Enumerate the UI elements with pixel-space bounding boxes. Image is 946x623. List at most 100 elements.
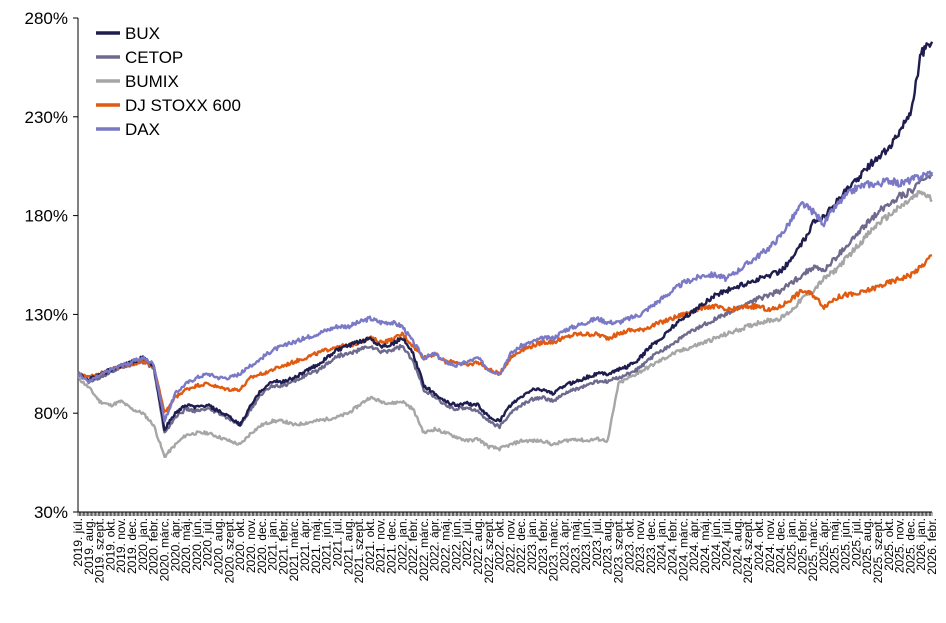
x-tick-label: 2019. nov. [114,518,128,573]
x-tick-label: 2019. szept. [93,518,107,583]
x-tick-label: 2024. márc. [676,518,690,581]
x-tick-label: 2022. febr. [406,518,420,575]
x-tick-label: 2021. ápr. [298,518,312,571]
x-tick-label: 2023. ápr. [557,518,571,571]
x-tick-label: 2025. márc. [806,518,820,581]
x-tick-label: 2022. okt. [493,518,507,571]
x-tick-label: 2020. máj. [179,518,193,574]
y-tick-label: 230% [25,108,68,127]
x-tick-label: 2021. márc. [287,518,301,581]
x-tick-label: 2021. szept. [352,518,366,583]
x-tick-label: 2020. jún. [190,518,204,571]
x-tick-label: 2024. dec. [774,518,788,574]
x-tick-label: 2025. okt. [882,518,896,571]
x-tick-label: 2022. jan. [395,518,409,571]
legend-label: CETOP [125,48,183,67]
series-line-bumix [77,189,933,458]
x-tick-label: 2024. ápr. [687,518,701,571]
x-tick-label: 2024. okt. [752,518,766,571]
x-tick-label: 2024. jún. [709,518,723,571]
x-tick-label: 2021. okt. [363,518,377,571]
x-tick-label: 2024. nov. [763,518,777,573]
x-tick-label: 2022. máj. [439,518,453,574]
x-tick-label: 2023. márc. [547,518,561,581]
x-tick-label: 2025. jún. [839,518,853,571]
x-tick-label: 2021. febr. [276,518,290,575]
x-tick-label: 2025. szept. [871,518,885,583]
axes [77,18,932,513]
x-tick-label: 2020. okt. [233,518,247,571]
x-tick-label: 2025. febr. [795,518,809,575]
x-tick-label: 2019. dec. [125,518,139,574]
x-tick-label: 2025. jan. [784,518,798,571]
x-tick-label: 2022. nov. [503,518,517,573]
x-tick-label: 2022. márc. [417,518,431,581]
x-tick-label: 2022. dec. [514,518,528,574]
x-tick-label: 2020. dec. [255,518,269,574]
y-tick-label: 80% [34,404,68,423]
x-tick-label: 2024. febr. [666,518,680,575]
y-tick-label: 30% [34,503,68,522]
x-tick-label: 2021. aug. [341,518,355,575]
x-tick-label: 2021. jún. [320,518,334,571]
legend-label: DAX [125,120,160,139]
series-line-dj-stoxx-600 [77,253,933,413]
x-tick-label: 2019. aug. [82,518,96,575]
x-tick-label: 2025. dec. [903,518,917,574]
legend-label: BUX [125,24,160,43]
x-tick-label: 2021. jan. [266,518,280,571]
x-tick-label: 2020. ápr. [168,518,182,571]
x-tick-label: 2023. aug. [601,518,615,575]
legend: BUX CETOP BUMIX DJ STOXX 600 DAX [96,24,241,139]
x-tick-label: 2024. máj. [698,518,712,574]
x-tick-label: 2023. szept. [612,518,626,583]
x-tick-label: 2020. febr. [147,518,161,575]
series-line-cetop [77,172,934,434]
x-tick-label: 2023. jún. [579,518,593,571]
x-tick-label: 2021. dec. [384,518,398,574]
x-tick-label: 2019. okt. [103,518,117,571]
x-tick-label: 2022. aug. [471,518,485,575]
legend-label: DJ STOXX 600 [125,96,241,115]
x-tick-label: 2020. aug. [212,518,226,575]
x-tick-label: 2026. febr. [925,518,939,575]
x-tick-label: 2025. máj. [828,518,842,574]
y-tick-label: 280% [25,9,68,28]
x-tick-label: 2023. jan. [525,518,539,571]
x-tick-label: 2022. ápr. [428,518,442,571]
series-line-bux [77,41,934,432]
series-line-dax [77,170,934,423]
x-tick-label: 2020. márc. [157,518,171,581]
x-tick-label: 2021. nov. [374,518,388,573]
x-tick-label: 2020. júl. [201,518,215,567]
x-tick-label: 2026. jan. [914,518,928,571]
x-tick-label: 2025. nov. [893,518,907,573]
x-tick-label: 2020. jan. [136,518,150,571]
x-tick-label: 2021. júl. [330,518,344,567]
x-tick-label: 2019. júl. [71,518,85,567]
legend-label: BUMIX [125,72,179,91]
x-axis-ticks: 2019. júl.2019. aug.2019. szept.2019. ok… [71,512,939,583]
x-tick-label: 2023. júl. [590,518,604,567]
x-tick-label: 2023. okt. [622,518,636,571]
x-tick-label: 2022. jún. [449,518,463,571]
x-tick-label: 2024. júl. [720,518,734,567]
x-tick-label: 2025. ápr. [817,518,831,571]
x-tick-label: 2023. máj. [568,518,582,574]
x-tick-label: 2025. aug. [860,518,874,575]
x-tick-label: 2020. nov. [244,518,258,573]
series-lines [77,41,934,458]
x-tick-label: 2023. nov. [633,518,647,573]
y-tick-label: 130% [25,305,68,324]
x-tick-label: 2022. júl. [460,518,474,567]
x-tick-label: 2025. júl. [849,518,863,567]
y-axis-ticks: 30% 80% 130% 180% 230% 280% [25,9,78,522]
x-tick-label: 2024. aug. [730,518,744,575]
x-tick-label: 2021. máj. [309,518,323,574]
x-tick-label: 2024. szept. [741,518,755,583]
x-tick-label: 2023. febr. [536,518,550,575]
x-tick-label: 2022. szept. [482,518,496,583]
x-tick-label: 2023. dec. [644,518,658,574]
